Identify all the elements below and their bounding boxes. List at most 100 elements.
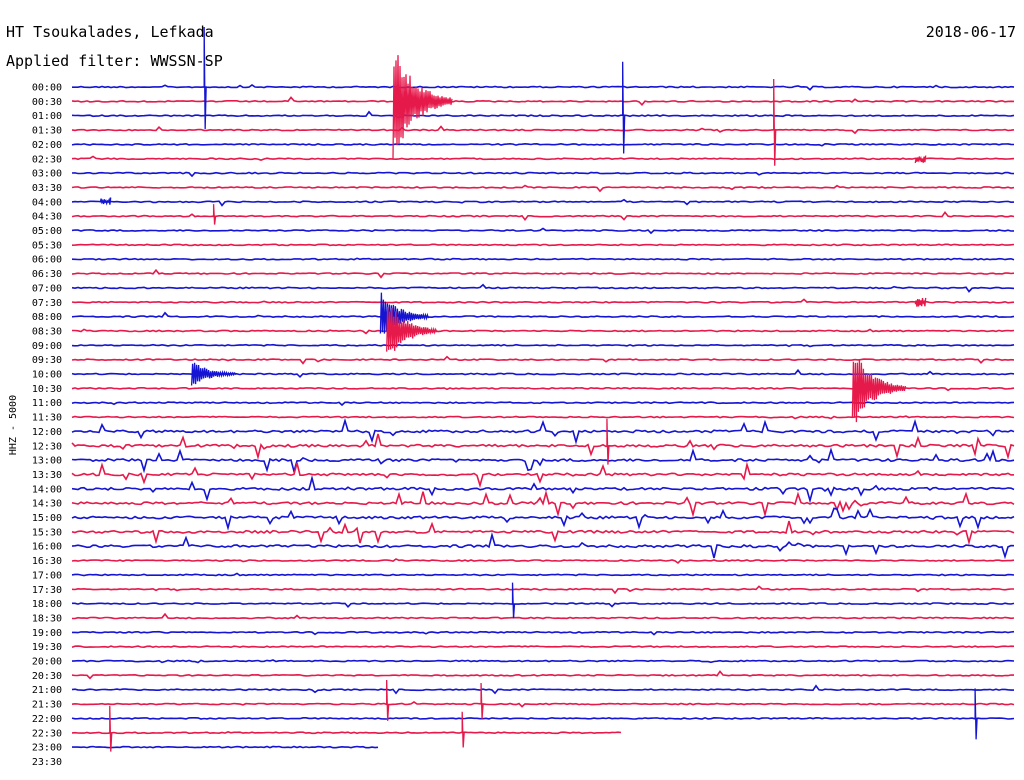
event-waveform [392,55,453,159]
filter-subtitle: Applied filter: WWSSN-SP [6,52,223,70]
trace-row [71,257,1015,261]
trace-row [71,716,1015,720]
trace-row [72,602,1015,608]
tick-label: 17:00 [32,570,62,581]
tick-label: 16:00 [32,542,62,553]
event-waveform [386,680,390,721]
trace-row [71,684,1014,695]
tick-label: 01:00 [32,111,62,122]
tick-label: 13:00 [32,456,62,467]
tick-label: 12:30 [32,441,62,452]
trace-row [71,227,1015,235]
tick-label: 17:30 [32,585,62,596]
y-axis-label: HHZ - 5000 [8,395,19,455]
tick-label: 16:30 [32,556,62,567]
tick-label: 20:30 [32,671,62,682]
tick-label: 19:30 [32,642,62,653]
tick-label: 12:00 [32,427,62,438]
tick-label: 19:00 [32,628,62,639]
event-waveform [203,26,207,130]
trace-row [71,268,1015,279]
trace-row [71,670,1015,680]
trace-row [72,328,1015,335]
event-waveform [606,418,610,465]
trace-row [71,311,1015,322]
tick-label: 05:30 [32,240,62,251]
tick-label: 05:00 [32,226,62,237]
trace-row [71,283,1015,293]
event-waveform [99,197,112,206]
trace-row [71,171,1015,178]
event-waveform [480,683,484,719]
tick-label: 00:00 [32,83,62,94]
event-waveform [190,362,237,386]
tick-label: 08:30 [32,326,62,337]
trace-row [71,243,1015,247]
event-waveform [914,155,927,164]
trace-row [72,612,1015,620]
trace-row [71,531,1015,560]
tick-label: 11:30 [32,413,62,424]
tick-label: 13:30 [32,470,62,481]
trace-row [71,110,1015,119]
event-waveform [914,297,927,307]
tick-label: 03:00 [32,169,62,180]
tick-label: 23:00 [32,743,62,754]
event-waveform [511,582,516,619]
tick-label: 15:30 [32,527,62,538]
event-waveform [212,204,217,225]
trace-row [71,415,1015,420]
station-title: HT Tsoukalades, Lefkada [6,23,214,41]
trace-row [71,142,1015,147]
seismogram-traces [71,84,1015,749]
trace-row [71,210,1015,222]
tick-label: 08:00 [32,312,62,323]
trace-row [71,461,1015,489]
tick-label: 10:30 [32,384,62,395]
trace-row [71,155,1015,161]
tick-label: 22:00 [32,714,62,725]
event-waveform [622,61,626,154]
trace-row [71,507,1015,531]
trace-row [72,84,1015,91]
trace-row [71,585,1014,595]
trace-row [71,433,1015,461]
tick-label: 20:00 [32,657,62,668]
trace-row [72,745,379,749]
tick-label: 04:30 [32,212,62,223]
tick-label: 10:00 [32,370,62,381]
tick-label: 00:30 [32,97,62,108]
trace-row [71,447,1015,475]
event-waveform [109,705,113,752]
trace-row [72,630,1015,636]
tick-label: 11:00 [32,398,62,409]
tick-label: 14:00 [32,484,62,495]
trace-row [71,572,1015,577]
time-tick-labels: 00:00 00:30 01:00 01:30 02:00 02:30 03:00 03:30… [32,83,62,768]
tick-label: 01:30 [32,126,62,137]
trace-row [71,355,1015,365]
trace-row [71,558,1015,565]
trace-row [71,343,1015,348]
trace-row [71,701,1015,708]
tick-label: 03:30 [32,183,62,194]
trace-row [71,520,1015,546]
trace-row [71,401,1015,407]
trace-row [71,659,1015,664]
tick-label: 23:30 [32,757,62,768]
tick-label: 18:30 [32,613,62,624]
tick-label: 06:30 [32,269,62,280]
trace-row [71,96,1015,106]
trace-row [71,125,1015,135]
tick-label: 06:00 [32,255,62,266]
trace-row [71,417,1015,445]
tick-label: 14:30 [32,499,62,510]
trace-row [71,198,1015,207]
trace-row [71,645,1015,649]
date-label: 2018-06-17 [926,23,1016,41]
event-waveform [773,79,777,166]
tick-label: 07:30 [32,298,62,309]
trace-row [71,298,1015,304]
event-waveform [461,711,465,748]
